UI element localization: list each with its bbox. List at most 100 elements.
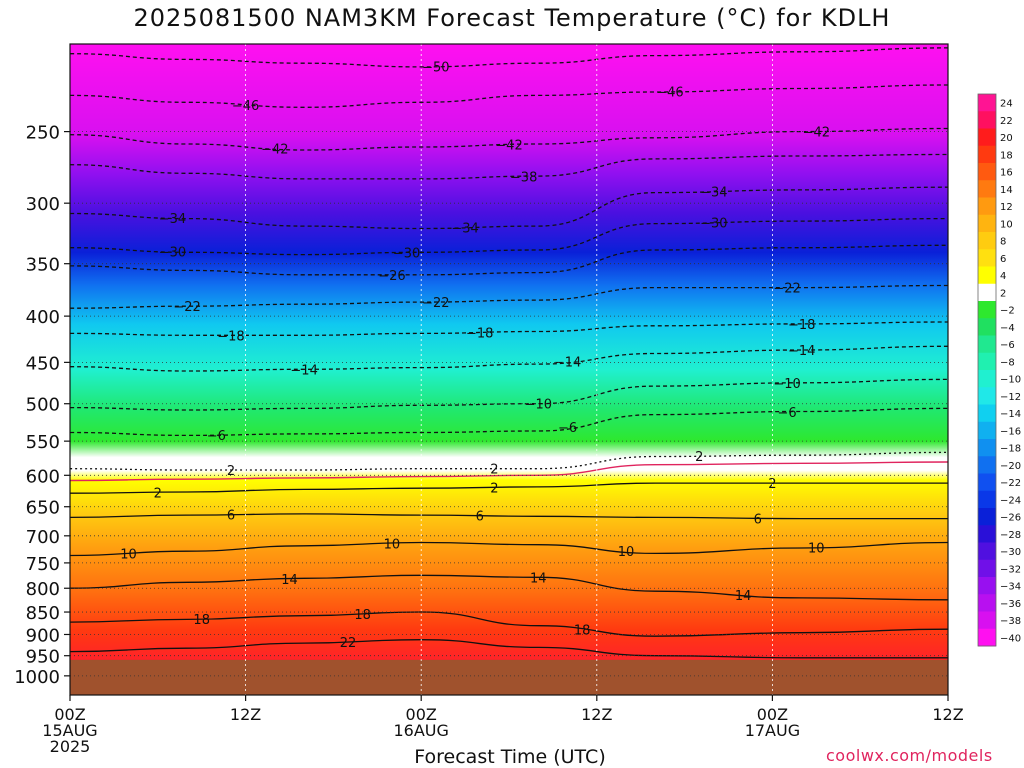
colorbar-label: 6 [1000,254,1006,265]
contour-label: 14 [530,571,547,586]
contour-label: 10 [618,545,635,560]
colorbar-label: −14 [1000,409,1021,420]
y-tick-label: 900 [26,625,60,646]
colorbar-swatch [978,490,996,509]
contour-line [69,127,949,151]
chart-title: 2025081500 NAM3KM Forecast Temperature (… [133,4,891,32]
contour-label: 18 [354,608,371,623]
colorbar-label: −20 [1000,461,1021,472]
contour-label: −22 [422,296,449,311]
contour-label: −14 [290,363,317,378]
axes: 2503003504004505005506006507007508008509… [14,43,964,756]
colorbar-swatch [978,232,996,250]
x-tick-label: 12Z [581,705,612,724]
colorbar-swatch [978,404,996,423]
colorbar-swatch [978,197,996,216]
colorbar-label: −2 [1000,306,1015,317]
contour-line [69,611,949,637]
y-tick-label: 950 [26,647,60,668]
y-tick-label: 850 [26,603,60,624]
y-tick-label: 800 [26,579,60,600]
contour-label: 2 [490,463,498,478]
contour-label: −26 [378,269,405,284]
y-tick-label: 300 [26,194,60,215]
contour-label: −42 [261,143,288,158]
contour-line [69,574,949,601]
contour-line [69,321,949,336]
contour-label: −34 [451,222,478,237]
colorbar-label: 2 [1000,288,1006,299]
colorbar-swatch [978,628,996,647]
contour-label: 10 [120,547,137,562]
ground-terrain [70,659,948,695]
x-tick-label: 00Z [757,705,788,724]
contour-line [69,217,949,256]
contour-line [69,84,949,108]
colorbar: 24 22 20 18 16 14 12 10 8 6 4 2 −2 −4 −6 −8 −10 −12 −14 −16… [977,93,1021,647]
contour-label: −38 [510,170,537,185]
contour-label: −6 [558,421,577,436]
contour-label: 22 [340,636,357,651]
contour-line [69,47,949,68]
contour-label: 18 [193,613,210,628]
contour-label: 2 [695,450,703,465]
colorbar-swatch [978,283,996,302]
colorbar-label: 10 [1000,219,1013,230]
y-tick-label: 650 [26,498,60,519]
contour-label: 6 [227,509,235,524]
contour-label: 14 [281,573,298,588]
colorbar-label: 14 [1000,185,1013,196]
contour-line [69,541,949,557]
contour-label: 6 [754,512,762,527]
contour-label: −14 [554,355,581,370]
colorbar-swatch [978,94,996,112]
colorbar-label: 16 [1000,168,1013,179]
contour-label: 6 [476,510,484,525]
contour-label: −34 [700,185,727,200]
contour-label: −46 [656,86,683,101]
contour-label: −42 [495,139,522,154]
colorbar-label: −36 [1000,599,1021,610]
colorbar-label: −26 [1000,513,1021,524]
contour-line [69,639,948,659]
x-tick-label: 00Z [54,705,85,724]
colorbar-swatch [978,439,996,457]
plot-frame [69,43,949,696]
colorbar-swatch [978,301,996,319]
contour-line [69,186,949,230]
colorbar-swatch [978,163,996,181]
contour-line [69,284,949,309]
y-tick-label: 550 [26,432,60,453]
colorbar-label: −18 [1000,444,1021,455]
contour-label: −30 [159,246,186,261]
y-tick-label: 400 [26,307,60,328]
contour-line [69,451,949,471]
contour-label: −18 [788,318,815,333]
y-tick-label: 750 [26,554,60,575]
y-tick-label: 250 [26,123,60,144]
contour-label: −22 [173,300,200,315]
colorbar-label: −8 [1000,357,1015,368]
colorbar-swatch [978,421,996,440]
y-tick-label: 450 [26,353,60,374]
contour-line [69,244,949,276]
contour-label: 2 [227,464,235,479]
colorbar-label: −28 [1000,530,1021,541]
x-axis-label: Forecast Time (UTC) [414,746,606,768]
colorbar-label: 4 [1000,271,1006,282]
credit-link[interactable]: coolwx.com/models [826,746,993,765]
contour-label: 10 [808,541,825,556]
contour-label: −14 [788,344,815,359]
colorbar-label: −16 [1000,426,1021,437]
contour-label: −22 [773,282,800,297]
colorbar-swatch [978,145,996,164]
y-tick-label: 500 [26,395,60,416]
plot-area [70,44,948,695]
colorbar-swatch [978,352,996,371]
colorbar-swatch [978,318,996,336]
colorbar-swatch [978,525,996,543]
contour-label: 18 [574,624,591,639]
x-tick-label: 12Z [932,705,963,724]
colorbar-label: 8 [1000,237,1006,248]
